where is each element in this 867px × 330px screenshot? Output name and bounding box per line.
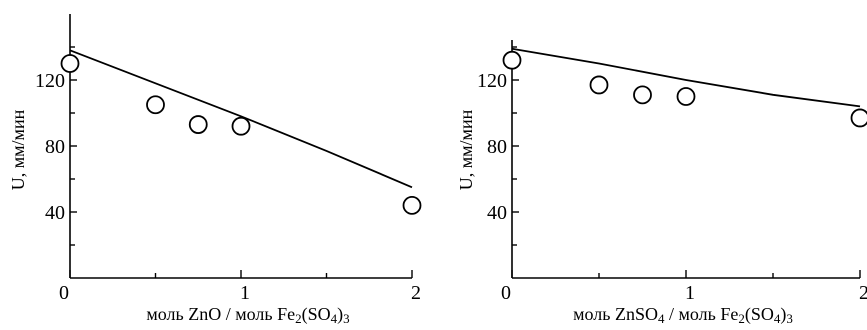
chart2-y-tick-label: 80 [487, 136, 507, 158]
chart2-x-tick-label: 2 [859, 282, 867, 304]
chart1-x-axis-title-subscript: 3 [343, 311, 350, 325]
chart2-x-tick-label: 1 [685, 282, 695, 304]
chart2-x-axis-title-part: (SO [745, 304, 774, 325]
chart1-panel: 40 80 120 0 1 2 U, мм/мин моль ZnO / моль Fe2(S… [8, 14, 421, 325]
chart2-data-point [591, 76, 608, 93]
chart2-data-point [634, 86, 651, 103]
chart2-data-point [678, 88, 695, 105]
chart1-data-point [190, 116, 207, 133]
chart2-x-axis-title: моль ZnSO4 / моль Fe2(SO4)3 [573, 304, 793, 325]
chart2-x-axis-title-part: моль ZnSO [573, 304, 658, 324]
chart2-y-axis-title: U, мм/мин [456, 109, 476, 190]
chart1-y-tick-label: 80 [45, 136, 65, 158]
chart2-x-axis-title-part: / моль Fe [664, 304, 738, 324]
chart2-y-tick-label: 120 [477, 70, 507, 92]
chart1-x-tick-label: 0 [59, 282, 69, 304]
chart1-data-point [62, 55, 79, 72]
chart2-x-axis-title-subscript: 3 [786, 311, 793, 325]
chart2-panel: 40 80 120 0 1 2 U, мм/мин моль ZnSO4 / моль Fe2… [456, 40, 867, 325]
chart1-y-tick-label: 40 [45, 202, 65, 224]
chart1-x-axis-title: моль ZnO / моль Fe2(SO4)3 [146, 304, 349, 325]
chart2-data-point [504, 52, 521, 69]
chart1-y-axis-title: U, мм/мин [8, 109, 28, 190]
chart1-y-tick-label: 120 [35, 70, 65, 92]
chart1-data-point [404, 197, 421, 214]
chart2-data-point [852, 109, 867, 126]
chart1-x-axis-title-part: (SO [302, 304, 331, 325]
chart1-data-point [233, 118, 250, 135]
chart2-y-tick-label: 40 [487, 202, 507, 224]
chart1-x-tick-label: 2 [411, 282, 421, 304]
chart1-data-point [147, 96, 164, 113]
chart1-x-tick-label: 1 [240, 282, 250, 304]
chart2-x-tick-label: 0 [501, 282, 511, 304]
chart1-x-axis-title-part: моль ZnO / моль Fe [146, 304, 295, 324]
